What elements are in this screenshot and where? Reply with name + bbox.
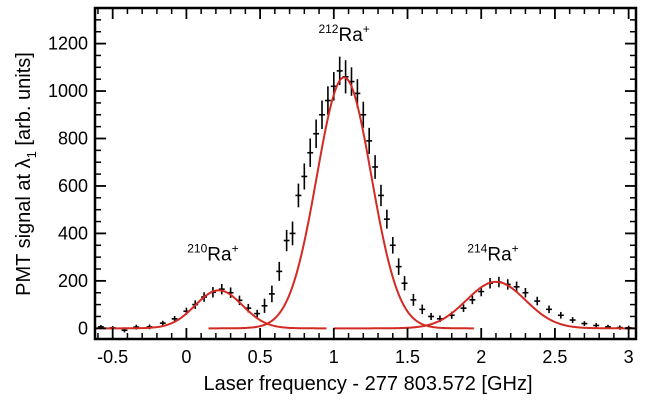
data-point — [389, 236, 396, 254]
x-tick-label: 2 — [476, 347, 486, 367]
x-tick-label: 1 — [329, 347, 339, 367]
peak-label-212: 212Ra+ — [318, 22, 369, 46]
peak-label-210: 210Ra+ — [187, 242, 238, 266]
data-point — [534, 296, 541, 306]
peak-label-210-species: Ra — [207, 245, 232, 266]
data-point — [283, 229, 290, 252]
y-tick-label: 600 — [58, 176, 88, 196]
ticks-layer — [95, 8, 636, 339]
data-point — [460, 304, 467, 312]
data-point — [276, 261, 283, 281]
y-tick-label: 200 — [58, 271, 88, 291]
peak-label-214-charge: + — [512, 242, 519, 256]
peak-label-210-mass: 210 — [187, 242, 207, 256]
peak-label-214-mass: 214 — [467, 242, 487, 256]
peak-label-212-species: Ra — [338, 25, 363, 46]
data-point — [395, 258, 402, 275]
y-tick-label: 400 — [58, 223, 88, 243]
points-layer — [97, 56, 632, 333]
data-point — [289, 221, 296, 246]
data-point — [593, 323, 600, 328]
peak-label-210-charge: + — [232, 242, 239, 256]
data-point — [366, 127, 373, 154]
y-axis-title-main: PMT signal at λ — [13, 158, 35, 295]
data-point — [557, 311, 564, 319]
y-axis-title-subscript: 1 — [24, 151, 39, 158]
peak-label-212-mass: 212 — [318, 22, 338, 36]
y-axis-title: PMT signal at λ1 [arb. units] — [13, 52, 39, 296]
data-point — [301, 163, 308, 190]
fit-curve — [333, 280, 636, 330]
data-point — [513, 281, 520, 293]
data-point — [410, 293, 417, 306]
y-tick-label: 1200 — [48, 34, 88, 54]
fit-curve-layer — [95, 76, 636, 330]
data-point — [546, 305, 552, 314]
data-point — [159, 320, 166, 326]
data-point — [428, 312, 435, 321]
y-axis-title-units: [arb. units] — [13, 52, 35, 151]
y-tick-label: 0 — [78, 318, 88, 338]
data-point — [324, 86, 331, 115]
data-point — [522, 287, 529, 298]
x-axis-title: Laser frequency - 277 803.572 [GHz] — [203, 373, 532, 395]
x-tick-label: 0 — [181, 347, 191, 367]
data-point — [261, 298, 268, 313]
data-point — [319, 100, 325, 130]
data-point — [268, 285, 275, 303]
fit-curve — [208, 76, 474, 330]
data-point — [419, 304, 426, 315]
data-point — [313, 119, 320, 148]
x-tick-label: 2.5 — [542, 347, 567, 367]
data-point — [218, 283, 225, 295]
peak-label-214: 214Ra+ — [467, 242, 518, 266]
tick-labels-layer: -0.5 0 0.5 1 1.5 2 2.5 3 0 200 400 600 800 1000 1200 — [48, 34, 634, 367]
data-point — [378, 184, 384, 207]
data-point — [569, 317, 576, 323]
data-point — [581, 321, 588, 326]
peak-label-212-charge: + — [363, 22, 370, 36]
x-tick-label: 1.5 — [395, 347, 420, 367]
x-tick-label: 0.5 — [248, 347, 273, 367]
data-point — [254, 309, 261, 318]
data-point — [307, 138, 314, 167]
data-point — [360, 101, 367, 128]
peak-label-214-species: Ra — [487, 245, 512, 266]
data-point — [372, 155, 379, 179]
fit-curve — [95, 289, 327, 330]
data-point — [469, 295, 476, 305]
data-point — [401, 276, 408, 291]
y-tick-label: 1000 — [48, 81, 88, 101]
x-tick-label: -0.5 — [97, 347, 128, 367]
plot-frame — [93, 6, 638, 341]
y-tick-label: 800 — [58, 129, 88, 149]
x-tick-label: 3 — [624, 347, 634, 367]
data-point — [383, 209, 390, 229]
data-point — [295, 183, 302, 208]
